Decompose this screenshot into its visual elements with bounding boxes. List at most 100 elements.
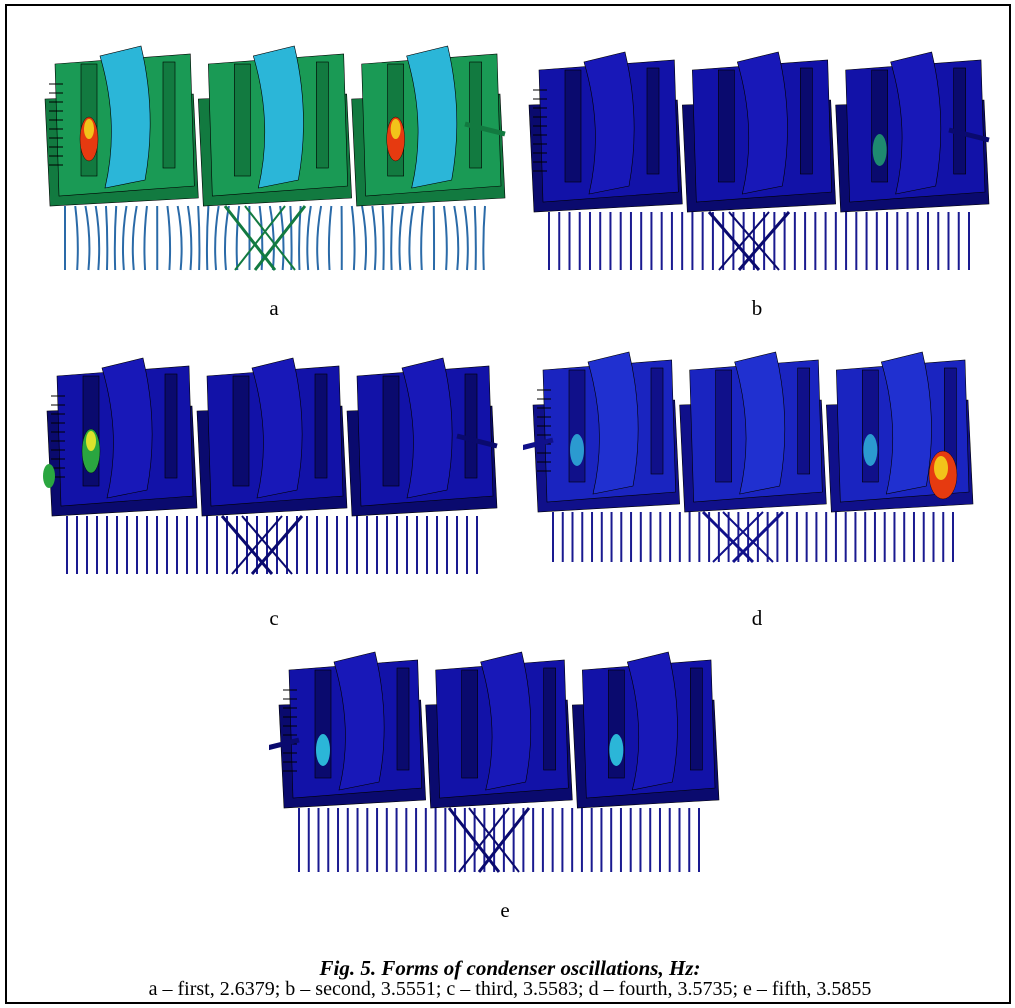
support-leg (463, 205, 469, 271)
support-leg (316, 205, 323, 271)
support-leg (176, 205, 183, 271)
support-leg (381, 205, 385, 271)
support-leg (186, 205, 193, 271)
module-plate (890, 51, 942, 195)
support-leg (453, 205, 460, 271)
panel-a-label: a (269, 296, 279, 320)
brace (718, 211, 770, 271)
support-leg (131, 205, 138, 271)
panel-a (35, 34, 515, 284)
figure-frame: a b c d e Fig. 5. Forms of condenser osc… (5, 4, 1011, 1004)
support-leg (214, 205, 220, 271)
pipe (523, 437, 554, 451)
support-leg (482, 205, 486, 271)
deformation-zone (570, 434, 584, 466)
condenser-model-d (523, 351, 974, 564)
module-plate (626, 651, 678, 791)
support-leg (420, 205, 425, 271)
condenser-model-a (44, 45, 506, 271)
brace (250, 515, 304, 575)
support-leg (390, 205, 394, 271)
panel-e (269, 640, 749, 880)
end-hotspot (43, 464, 55, 488)
module-slot (314, 373, 328, 479)
support-leg (104, 205, 109, 271)
panel-b (519, 42, 1009, 282)
module-slot (650, 367, 664, 475)
support-leg (398, 205, 405, 271)
support-leg (289, 205, 293, 271)
support-leg (121, 205, 128, 271)
brace (707, 211, 761, 271)
module-slot (543, 667, 556, 771)
support-leg (473, 205, 477, 271)
pipe (464, 121, 506, 137)
module-slot (396, 667, 410, 771)
panel-c (37, 346, 517, 586)
brace (712, 511, 764, 563)
support-leg (74, 205, 79, 271)
support-leg (268, 205, 275, 271)
module-slot (646, 67, 660, 175)
support-leg (235, 205, 241, 271)
module-plate (333, 651, 385, 791)
support-leg (306, 205, 312, 271)
end-hotspot (934, 456, 948, 480)
module-slot (797, 367, 810, 475)
module-plate (880, 351, 932, 495)
deformation-zone (609, 734, 624, 766)
deformation-zone (863, 434, 878, 466)
brace (447, 807, 501, 873)
support-leg (94, 205, 101, 271)
deformation-hotspot (390, 119, 401, 139)
brace (728, 211, 780, 271)
module-slot (164, 373, 178, 479)
condenser-model-e (269, 651, 720, 873)
pipe (456, 433, 498, 449)
support-leg (205, 205, 210, 271)
support-leg (143, 205, 148, 271)
support-leg (371, 205, 377, 271)
brace (731, 510, 785, 564)
brace (722, 511, 774, 563)
module-plate (401, 357, 453, 499)
support-leg (197, 205, 201, 271)
support-leg (361, 205, 368, 271)
support-leg (166, 205, 172, 271)
module-slot (316, 61, 329, 169)
deformation-hotspot (86, 431, 96, 451)
module-plate (587, 351, 639, 495)
deformation-hotspot (84, 119, 94, 139)
module-slot (800, 67, 813, 175)
module-slot (464, 373, 478, 479)
pipe (269, 737, 300, 751)
module-plate (583, 51, 635, 195)
brace (223, 205, 277, 271)
module-slot (162, 61, 176, 169)
support-leg (408, 205, 415, 271)
support-leg (258, 205, 264, 271)
support-leg (84, 205, 91, 271)
brace (231, 515, 283, 575)
brace (220, 515, 274, 575)
brace (244, 205, 296, 271)
module-slot (232, 375, 250, 487)
support-leg (327, 205, 333, 271)
brace (241, 515, 293, 575)
brace (458, 807, 510, 873)
panel-b-label: b (751, 296, 763, 320)
panel-c-label: c (269, 606, 279, 630)
module-plate (480, 651, 532, 791)
support-leg (113, 205, 118, 271)
deformation-zone (872, 134, 887, 166)
module-plate (99, 45, 151, 189)
brace (737, 211, 791, 271)
brace (477, 807, 531, 873)
condenser-model-c (43, 357, 498, 575)
module-plate (734, 351, 786, 495)
support-leg (223, 205, 230, 271)
module-plate (252, 45, 304, 189)
panel-e-label: e (500, 898, 510, 922)
module-plate (736, 51, 788, 195)
module-slot (715, 369, 732, 483)
